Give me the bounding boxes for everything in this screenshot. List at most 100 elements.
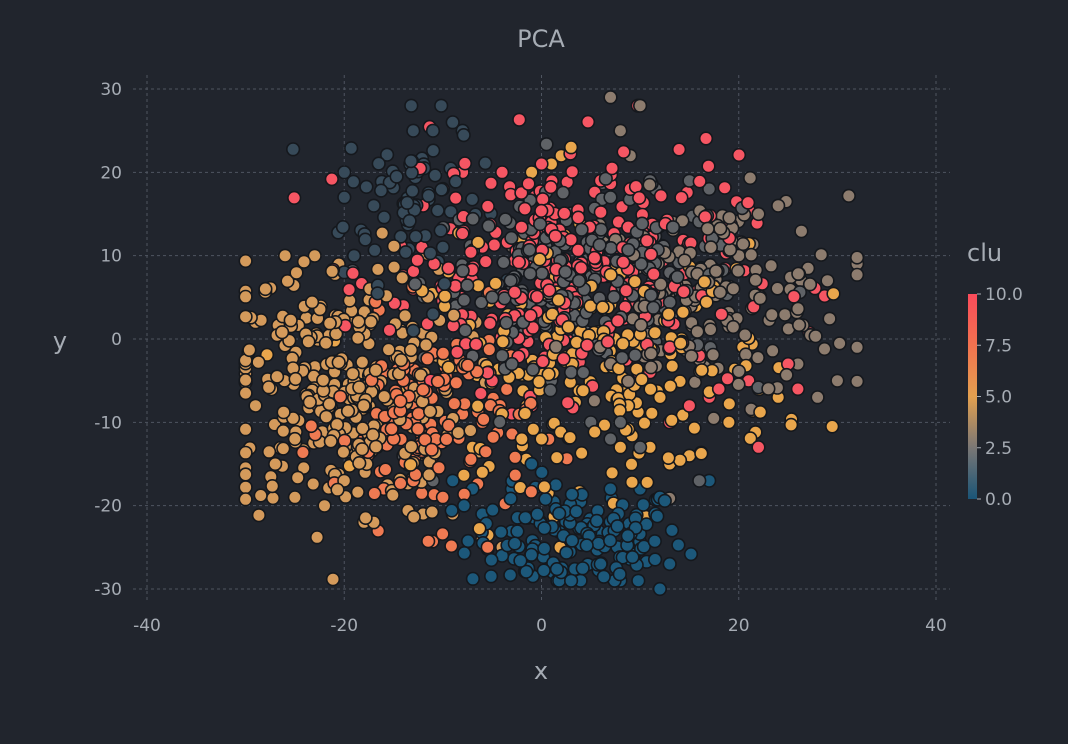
scatter-point (265, 479, 280, 494)
scatter-point (621, 374, 636, 389)
scatter-point (657, 493, 672, 509)
scatter-point (403, 342, 419, 358)
scatter-point (682, 398, 697, 413)
scatter-point (416, 382, 431, 398)
scatter-point (647, 325, 663, 340)
scatter-point (428, 168, 443, 183)
scatter-point (571, 273, 587, 289)
scatter-point (687, 421, 702, 436)
scatter-point (534, 203, 549, 218)
scatter-point (822, 311, 837, 326)
scatter-point (384, 421, 399, 437)
scatter-point (261, 380, 276, 395)
scatter-point (802, 277, 818, 292)
scatter-point (825, 419, 840, 434)
scatter-point (671, 537, 686, 553)
scatter-point (393, 229, 408, 244)
scatter-point (456, 128, 471, 143)
scatter-point (602, 533, 618, 548)
scatter-point (434, 98, 449, 113)
scatter-point (380, 147, 395, 162)
scatter-point (425, 123, 441, 138)
scatter-point (393, 353, 409, 368)
scatter-point (470, 399, 485, 414)
scatter-point (698, 131, 714, 146)
scatter-point (722, 242, 738, 257)
scatter-point (592, 237, 607, 253)
scatter-point (441, 418, 456, 433)
scatter-point (564, 487, 580, 502)
y-tick-label: 20 (100, 163, 122, 183)
scatter-point (368, 363, 383, 378)
scatter-point (455, 226, 470, 241)
colorbar: clu 10.0 7.5 5.0 2.5 0.0 (967, 239, 1023, 510)
scatter-point (548, 229, 563, 244)
scatter-point (777, 307, 793, 322)
scatter-point (690, 324, 705, 339)
scatter-point (783, 417, 799, 433)
scatter-point (483, 176, 499, 191)
scatter-point (486, 430, 501, 445)
scatter-point (751, 440, 766, 455)
scatter-point (238, 289, 253, 304)
scatter-point (748, 273, 763, 288)
scatter-point (325, 572, 341, 587)
scatter-point (549, 450, 564, 465)
scatter-point (426, 143, 441, 158)
scatter-point (352, 380, 367, 395)
scatter-point (421, 534, 436, 549)
scatter-point (350, 485, 365, 500)
scatter-point (751, 206, 766, 222)
scatter-point (275, 325, 290, 340)
scatter-point (534, 266, 550, 281)
scatter-point (448, 191, 463, 206)
scatter-point (610, 519, 625, 534)
scatter-point (597, 418, 612, 433)
scatter-point (306, 476, 321, 492)
scatter-point (504, 356, 520, 372)
scatter-point (849, 250, 865, 265)
scatter-point (469, 337, 484, 352)
scatter-point (624, 475, 640, 490)
scatter-point (675, 305, 691, 320)
scatter-point (510, 524, 525, 539)
scatter-point (423, 246, 438, 261)
x-tick-label: -40 (133, 616, 161, 636)
scatter-point (593, 205, 608, 220)
scatter-point (627, 274, 643, 289)
scatter-point (485, 290, 500, 305)
scatter-point (534, 465, 549, 480)
scatter-point (603, 481, 618, 497)
scatter-point (615, 336, 631, 351)
scatter-point (524, 484, 539, 499)
scatter-point (523, 308, 538, 323)
scatter-point (305, 295, 320, 310)
scatter-point (790, 301, 806, 316)
y-tick-label: 30 (100, 80, 122, 100)
scatter-point (386, 239, 402, 254)
scatter-point (511, 255, 527, 270)
scatter-point (591, 536, 606, 551)
scatter-point (346, 174, 361, 189)
scatter-point (598, 171, 613, 186)
scatter-point (750, 350, 766, 365)
scatter-point (631, 573, 646, 588)
scatter-point (517, 406, 533, 421)
scatter-point (604, 161, 620, 176)
scatter-point (457, 293, 472, 308)
scatter-point (548, 339, 564, 354)
scatter-point (662, 556, 677, 572)
scatter-point (319, 409, 334, 424)
colorbar-tick-label: 0.0 (985, 490, 1012, 510)
scatter-point (763, 258, 779, 273)
scatter-point (593, 222, 609, 237)
scatter-point (612, 403, 627, 418)
scatter-point (445, 115, 460, 130)
scatter-point (405, 183, 420, 199)
scatter-point (521, 176, 536, 191)
scatter-point (542, 283, 557, 298)
scatter-point (363, 314, 379, 330)
scatter-point (514, 220, 529, 235)
scatter-point (661, 307, 676, 322)
scatter-point (420, 351, 435, 366)
